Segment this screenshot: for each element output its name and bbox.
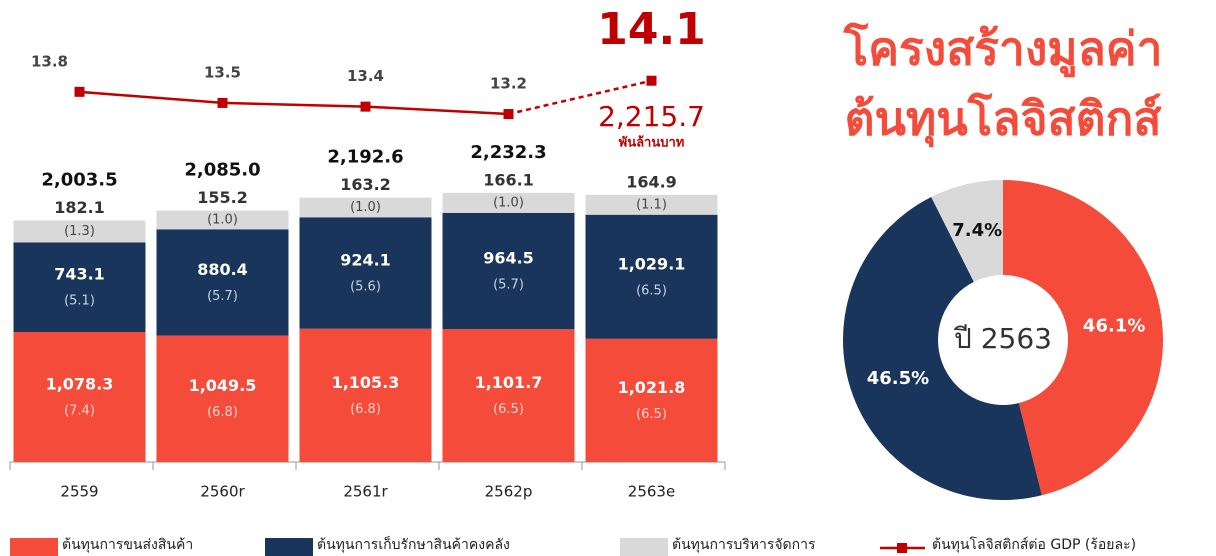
line-series xyxy=(508,79,652,116)
legend-label: ต้นทุนการบริหารจัดการ xyxy=(672,537,816,553)
bar-segment xyxy=(442,329,575,462)
bar-segment xyxy=(299,328,432,462)
total-label: 2,085.0 xyxy=(184,160,260,181)
bar-share-label: (6.5) xyxy=(636,283,667,298)
legend-label: ต้นทุนการขนส่งสินค้า xyxy=(62,537,193,553)
bar-share-label: (1.0) xyxy=(207,212,238,227)
total-label: 2,215.7 xyxy=(598,100,705,133)
donut-slice xyxy=(931,180,1003,282)
bar-share-label: (1.1) xyxy=(636,197,667,212)
bar-value-label: 1,105.3 xyxy=(332,373,400,392)
line-marker xyxy=(360,101,371,112)
donut-center-label: ปี 2563 xyxy=(953,322,1052,355)
line-value-label: 13.8 xyxy=(31,52,68,70)
bar-segment xyxy=(156,335,289,462)
legend-label: ต้นทุนการเก็บรักษาสินค้าคงคลัง xyxy=(317,535,510,553)
bar-segment xyxy=(442,212,575,330)
total-label: 2,232.3 xyxy=(470,142,546,163)
bar-segment xyxy=(156,229,289,336)
bar-share-label: (5.7) xyxy=(493,278,524,293)
bar-value-label: 1,049.5 xyxy=(189,376,257,395)
bar-share-label: (5.7) xyxy=(207,289,238,304)
bar-value-label: 1,029.1 xyxy=(618,254,686,273)
total-label: 2,192.6 xyxy=(327,147,403,168)
line-value-label: 13.2 xyxy=(490,75,527,93)
bar-segment xyxy=(299,197,432,218)
bar-value-label: 924.1 xyxy=(340,251,391,270)
x-tick-label: 2561r xyxy=(343,483,388,501)
bar-value-label: 163.2 xyxy=(340,175,391,194)
line-value-label: 13.5 xyxy=(204,63,241,81)
bar-value-label: 1,078.3 xyxy=(46,374,114,393)
bar-share-label: (6.8) xyxy=(350,402,381,417)
legend-swatch xyxy=(620,538,668,556)
legend-swatch xyxy=(265,538,313,556)
donut-label: 7.4% xyxy=(952,220,1002,241)
x-tick-label: 2560r xyxy=(200,483,245,501)
donut-slice xyxy=(843,196,1042,501)
bar-segment xyxy=(13,242,146,332)
x-tick-label: 2562p xyxy=(485,483,533,501)
line-series xyxy=(79,90,509,116)
bar-value-label: 164.9 xyxy=(626,172,677,191)
bar-share-label: (6.8) xyxy=(207,405,238,420)
line-value-label: 13.4 xyxy=(347,67,384,85)
bar-segment xyxy=(585,338,718,462)
total-label: 2,003.5 xyxy=(41,169,117,190)
bar-segment xyxy=(13,331,146,462)
bar-value-label: 166.1 xyxy=(483,170,534,189)
bar-value-label: 743.1 xyxy=(54,265,105,284)
bar-share-label: (6.5) xyxy=(493,402,524,417)
line-marker xyxy=(503,109,514,120)
donut-label: 46.1% xyxy=(1083,315,1145,336)
bar-share-label: (5.1) xyxy=(64,294,95,309)
bar-segment xyxy=(13,220,146,243)
bar-share-label: (5.6) xyxy=(350,280,381,295)
x-tick-label: 2559 xyxy=(60,483,98,501)
bar-value-label: 1,021.8 xyxy=(618,378,686,397)
bar-value-label: 880.4 xyxy=(197,260,248,279)
bar-segment xyxy=(585,214,718,339)
bar-segment xyxy=(442,192,575,213)
donut-label: 46.5% xyxy=(867,368,929,389)
bar-value-label: 964.5 xyxy=(483,249,534,268)
bar-value-label: 182.1 xyxy=(54,198,105,217)
bar-share-label: (7.4) xyxy=(64,403,95,418)
donut-title: ต้นทุนโลจิสติกส์ xyxy=(845,92,1163,148)
bar-share-label: (1.3) xyxy=(64,224,95,239)
legend-swatch xyxy=(10,538,58,556)
line-marker xyxy=(217,97,228,108)
line-marker xyxy=(646,75,657,86)
line-marker xyxy=(74,86,85,97)
bar-value-label: 155.2 xyxy=(197,188,248,207)
bar-share-label: (6.5) xyxy=(636,407,667,422)
bar-share-label: (1.0) xyxy=(350,200,381,215)
bar-segment xyxy=(156,210,289,230)
bar-share-label: (1.0) xyxy=(493,195,524,210)
x-tick-label: 2563e xyxy=(628,483,675,501)
bar-segment xyxy=(299,217,432,329)
legend-label: ต้นทุนโลจิสติกส์ต่อ GDP (ร้อยละ) xyxy=(932,536,1136,553)
unit-annotation: พันล้านบาท xyxy=(619,135,685,151)
donut-slice xyxy=(1003,180,1164,496)
bar-segment xyxy=(585,194,718,215)
donut-title: โครงสร้างมูลค่า xyxy=(843,22,1163,78)
legend-marker xyxy=(897,543,907,553)
bar-value-label: 1,101.7 xyxy=(475,373,543,392)
line-value-label: 14.1 xyxy=(597,4,706,55)
